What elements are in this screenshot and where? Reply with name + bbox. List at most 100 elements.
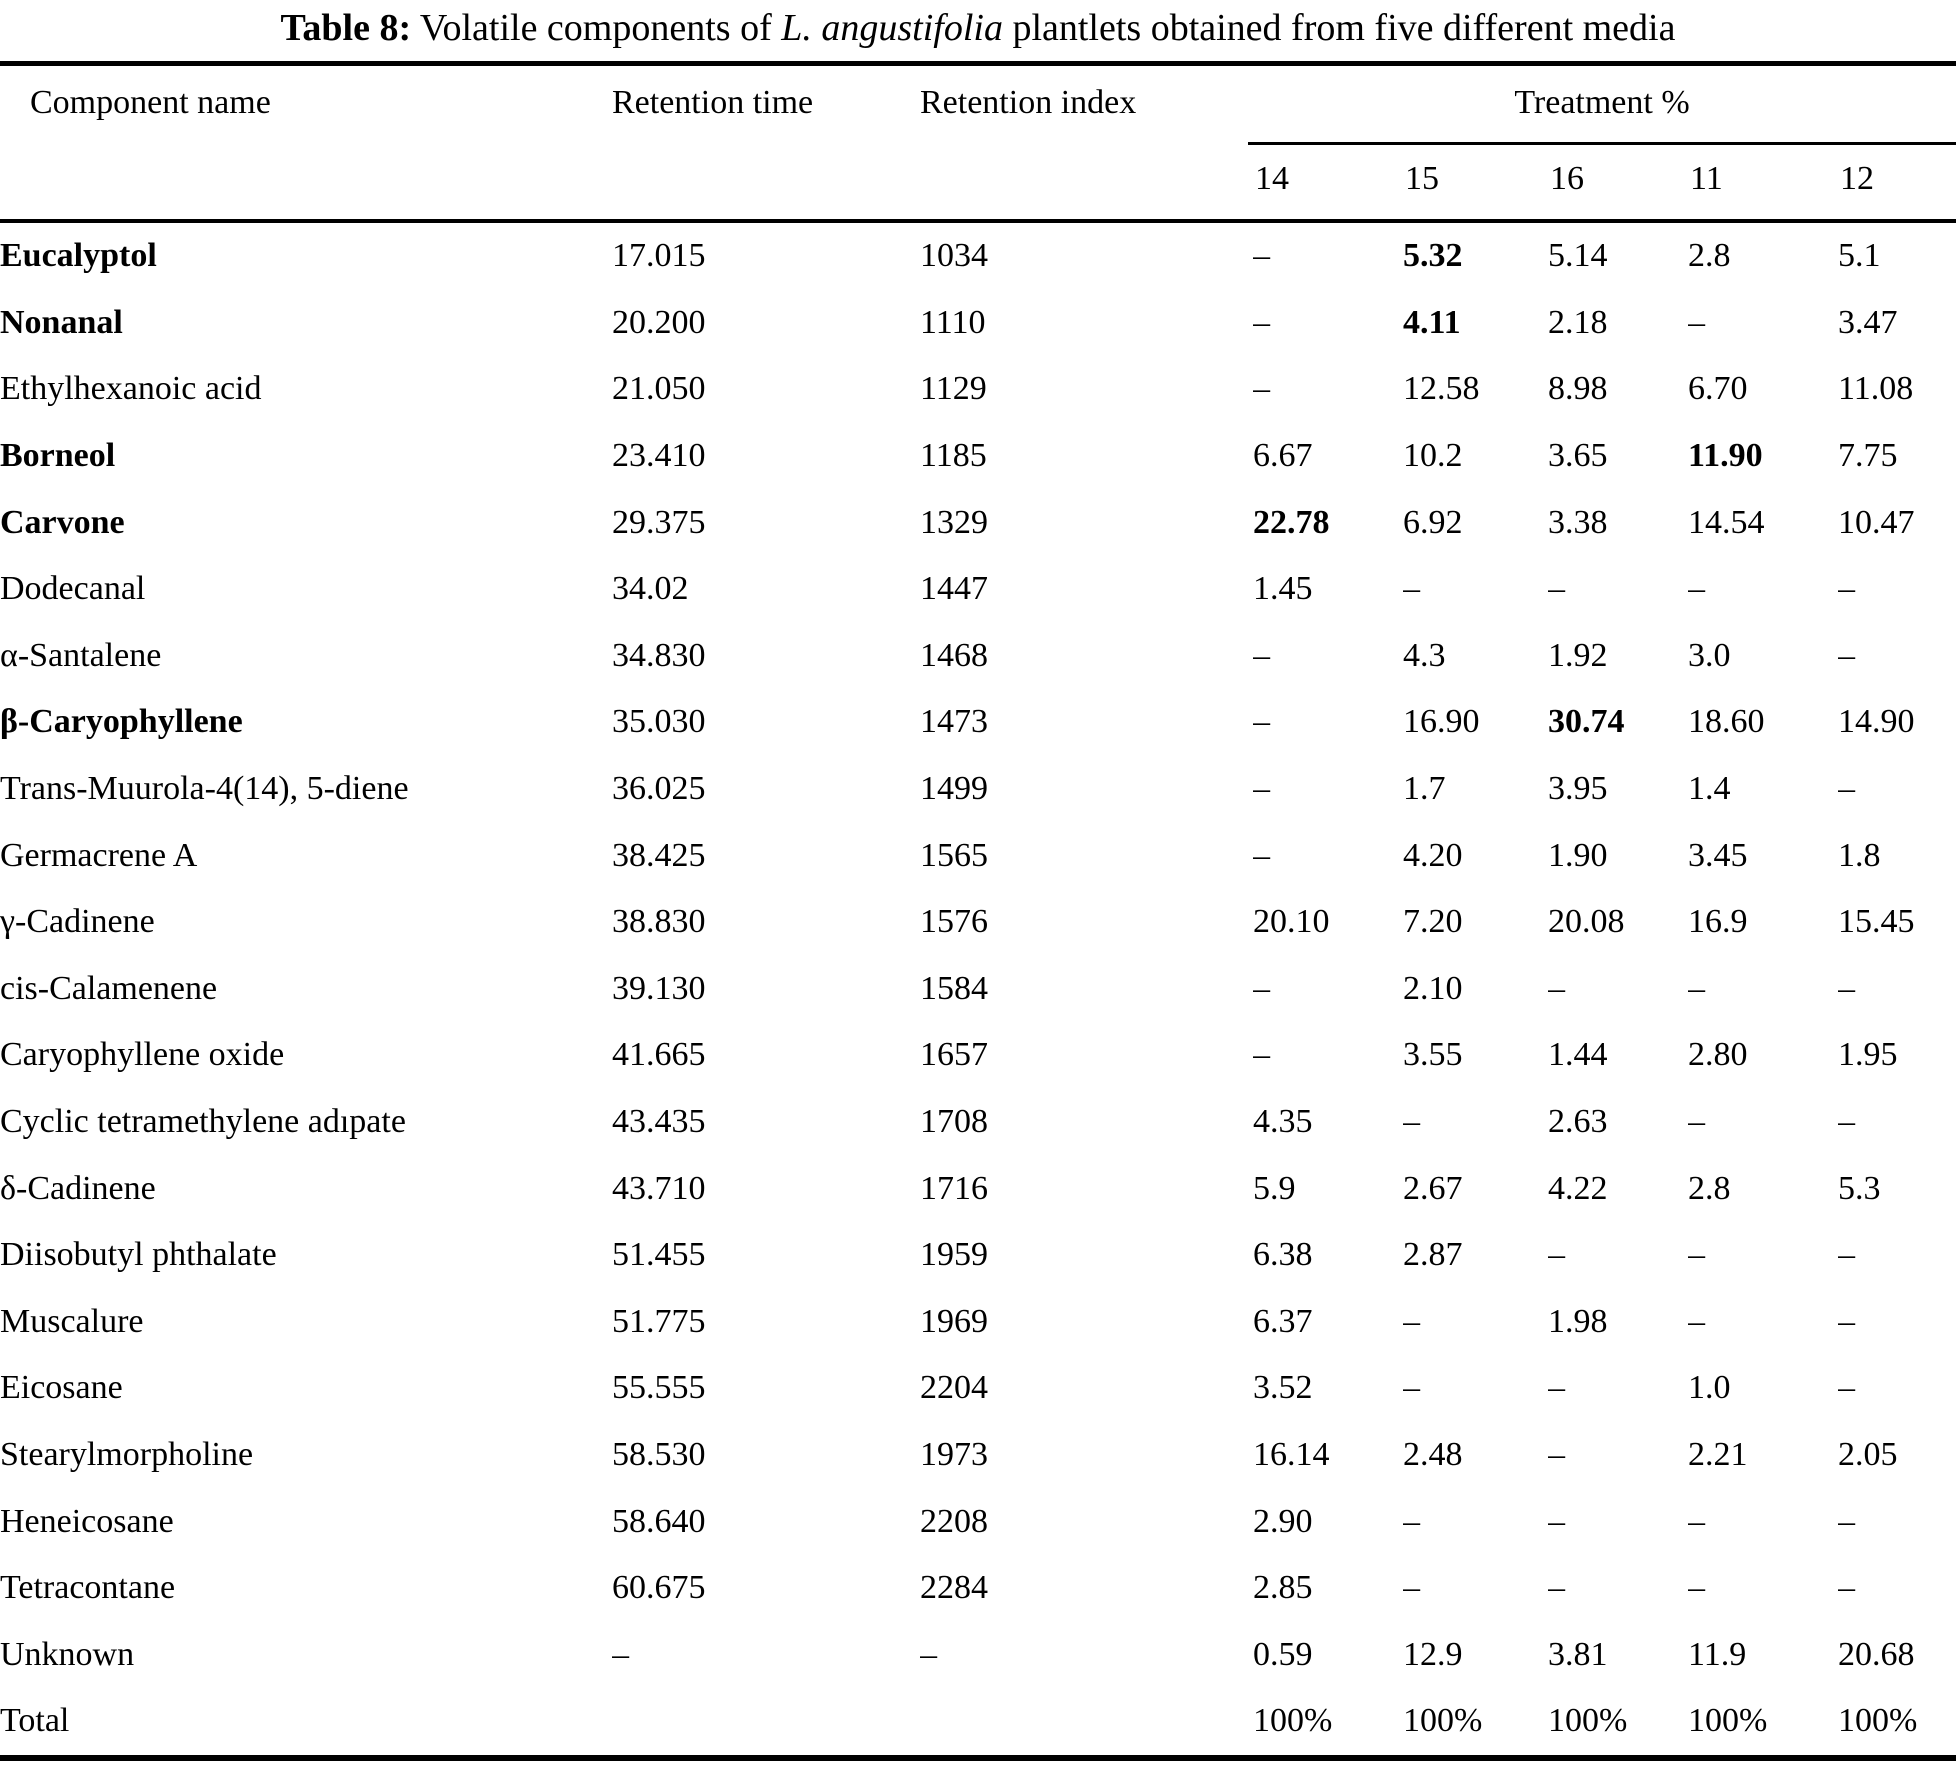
treatment-value-cell: 100%: [1548, 1702, 1628, 1740]
treatment-value-cell: –: [1688, 1236, 1705, 1274]
treatment-value-cell: –: [1688, 1569, 1705, 1607]
component-name-cell: Dodecanal: [0, 570, 146, 608]
retention-time-cell: 34.830: [612, 636, 706, 674]
retention-index-cell: 2284: [920, 1569, 988, 1607]
treatment-value-cell: –: [1253, 303, 1270, 341]
treatment-value-cell: –: [1253, 636, 1270, 674]
component-name-cell: Muscalure: [0, 1302, 144, 1340]
treatment-value-cell: –: [1253, 370, 1270, 408]
component-name-cell: cis-Calamenene: [0, 969, 218, 1007]
treatment-value-cell: 2.18: [1548, 303, 1608, 341]
treatment-value-cell: 11.90: [1688, 437, 1763, 475]
component-name-cell: Total: [0, 1702, 70, 1740]
header-retention-time: Retention time: [612, 84, 814, 121]
retention-index-cell: 1473: [920, 703, 988, 741]
treatment-value-cell: 2.85: [1253, 1569, 1313, 1607]
table-row: Unknown – – 0.59 12.9 3.81 11.9 20.68: [0, 1621, 1956, 1688]
treatment-value-cell: –: [1838, 1302, 1855, 1340]
retention-index-cell: 1973: [920, 1435, 988, 1473]
treatment-col-label: 12: [1840, 160, 1874, 197]
treatment-value-cell: –: [1838, 1502, 1855, 1540]
treatment-value-cell: –: [1403, 1502, 1420, 1540]
treatment-value-cell: 100%: [1838, 1702, 1918, 1740]
table-caption: Table 8: Volatile components of L. angus…: [0, 6, 1956, 50]
treatment-value-cell: 15.45: [1838, 903, 1915, 941]
treatment-value-cell: –: [1548, 1369, 1565, 1407]
treatment-value-cell: 12.9: [1403, 1635, 1463, 1673]
treatment-value-cell: 1.0: [1688, 1369, 1731, 1407]
treatment-value-cell: 2.80: [1688, 1036, 1748, 1074]
treatment-value-cell: 1.8: [1838, 836, 1881, 874]
table-row: Borneol 23.410 1185 6.67 10.2 3.65 11.90 7.75: [0, 423, 1956, 490]
table-row: Eucalyptol 17.015 1034 – 5.32 5.14 2.8 5.1: [0, 223, 1956, 290]
table-row: Diisobutyl phthalate 51.455 1959 6.38 2.87 – –…: [0, 1222, 1956, 1289]
retention-index-cell: 2204: [920, 1369, 988, 1407]
table-row: Tetracontane 60.675 2284 2.85 – – – –: [0, 1555, 1956, 1622]
component-name-cell: Eicosane: [0, 1369, 123, 1407]
retention-time-cell: 39.130: [612, 969, 706, 1007]
treatment-value-cell: –: [1253, 836, 1270, 874]
treatment-value-cell: 2.48: [1403, 1435, 1463, 1473]
treatment-value-cell: –: [1403, 1569, 1420, 1607]
table-row: β-Caryophyllene 35.030 1473 – 16.90 30.74 18.6…: [0, 689, 1956, 756]
table-row: Nonanal 20.200 1110 – 4.11 2.18 – 3.47: [0, 290, 1956, 357]
table-caption-label: Table 8:: [280, 7, 412, 49]
treatment-value-cell: 1.95: [1838, 1036, 1898, 1074]
retention-index-cell: 1716: [920, 1169, 988, 1207]
treatment-col-label: 15: [1405, 160, 1439, 197]
treatment-value-cell: 7.20: [1403, 903, 1463, 941]
treatment-value-cell: –: [1253, 770, 1270, 808]
retention-time-cell: 51.455: [612, 1236, 706, 1274]
header-rule: [0, 219, 1956, 223]
treatment-value-cell: 2.10: [1403, 969, 1463, 1007]
treatment-col-label: 11: [1690, 160, 1723, 197]
retention-time-cell: 55.555: [612, 1369, 706, 1407]
treatment-value-cell: 3.81: [1548, 1635, 1608, 1673]
retention-index-cell: 1447: [920, 570, 988, 608]
retention-index-cell: 1576: [920, 903, 988, 941]
retention-index-cell: 1034: [920, 237, 988, 275]
table-row: Heneicosane 58.640 2208 2.90 – – – –: [0, 1488, 1956, 1555]
treatment-value-cell: –: [1688, 1103, 1705, 1141]
table-row: Eicosane 55.555 2204 3.52 – – 1.0 –: [0, 1355, 1956, 1422]
table-row: Stearylmorpholine 58.530 1973 16.14 2.48 – 2.2…: [0, 1422, 1956, 1489]
table-row: δ-Cadinene 43.710 1716 5.9 2.67 4.22 2.8 5.3: [0, 1155, 1956, 1222]
treatment-value-cell: –: [1688, 1502, 1705, 1540]
treatment-value-cell: 3.65: [1548, 437, 1608, 475]
treatment-value-cell: 3.45: [1688, 836, 1748, 874]
retention-time-cell: 38.425: [612, 836, 706, 874]
treatment-col-label: 14: [1255, 160, 1289, 197]
treatment-value-cell: –: [1838, 969, 1855, 1007]
component-name-cell: β-Caryophyllene: [0, 703, 243, 741]
treatment-value-cell: –: [1548, 1435, 1565, 1473]
treatment-value-cell: 2.05: [1838, 1435, 1898, 1473]
treatment-value-cell: 3.55: [1403, 1036, 1463, 1074]
treatment-value-cell: –: [1838, 770, 1855, 808]
table-row: Germacrene A 38.425 1565 – 4.20 1.90 3.45 1.8: [0, 822, 1956, 889]
treatment-value-cell: 6.37: [1253, 1302, 1313, 1340]
table-row: Trans-Muurola-4(14), 5-diene 36.025 1499 – 1…: [0, 756, 1956, 823]
treatment-value-cell: 14.90: [1838, 703, 1915, 741]
component-name-cell: δ-Cadinene: [0, 1169, 156, 1207]
treatment-value-cell: 6.70: [1688, 370, 1748, 408]
retention-time-cell: 43.435: [612, 1103, 706, 1141]
treatment-value-cell: 22.78: [1253, 503, 1330, 541]
retention-time-cell: –: [612, 1635, 629, 1673]
treatment-value-cell: 100%: [1688, 1702, 1768, 1740]
treatment-value-cell: –: [1688, 1302, 1705, 1340]
treatment-value-cell: –: [1548, 1236, 1565, 1274]
retention-time-cell: 36.025: [612, 770, 706, 808]
component-name-cell: Nonanal: [0, 303, 123, 341]
component-name-cell: Borneol: [0, 437, 116, 475]
treatment-value-cell: 11.08: [1838, 370, 1914, 408]
treatment-value-cell: –: [1838, 636, 1855, 674]
treatment-value-cell: 2.67: [1403, 1169, 1463, 1207]
treatment-rule: [1248, 142, 1956, 145]
component-name-cell: Caryophyllene oxide: [0, 1036, 285, 1074]
treatment-value-cell: 5.32: [1403, 237, 1463, 275]
retention-index-cell: 1129: [920, 370, 987, 408]
retention-index-cell: 1499: [920, 770, 988, 808]
treatment-value-cell: 10.47: [1838, 503, 1915, 541]
treatment-value-cell: 7.75: [1838, 437, 1898, 475]
